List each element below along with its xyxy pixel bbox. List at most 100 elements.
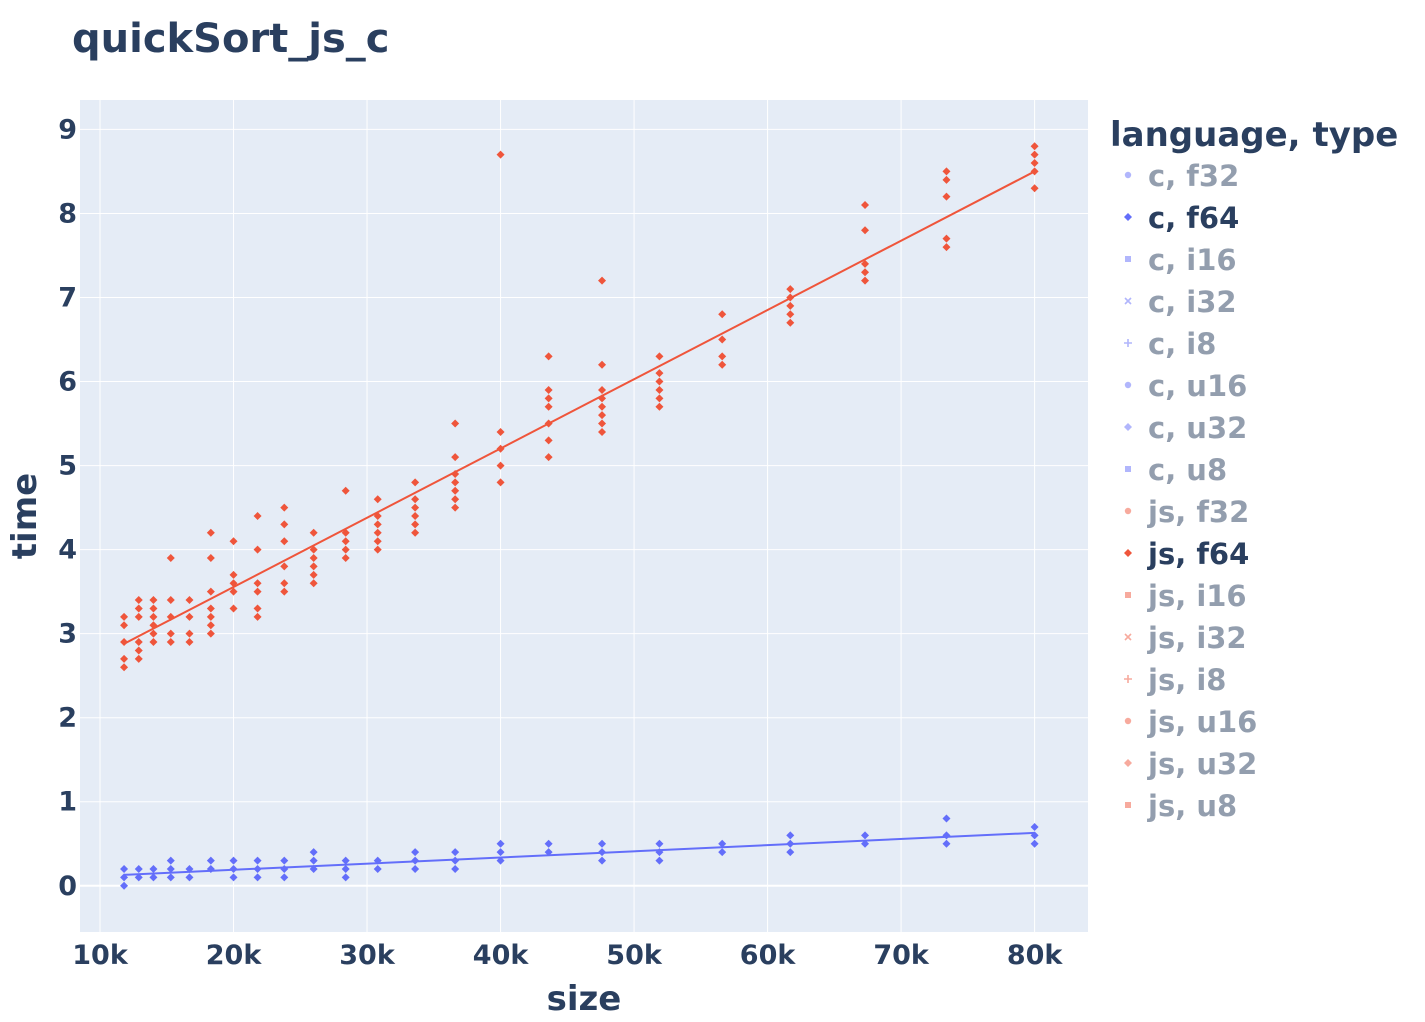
data-point [373,537,382,546]
data-point [149,629,158,638]
data-point [861,276,870,285]
data-point [411,503,420,512]
legend-marker [1124,675,1132,683]
data-point [341,864,350,873]
legend-item-label[interactable]: js, i32 [1147,621,1247,655]
legend-item-label[interactable]: c, i32 [1148,285,1237,319]
data-point [166,596,175,605]
data-point [1030,167,1039,176]
legend-item-label[interactable]: js, u32 [1147,747,1257,781]
data-point [166,554,175,563]
data-point [655,352,664,361]
data-point [373,495,382,504]
data-point [786,831,795,840]
data-point [341,873,350,882]
data-point [149,612,158,621]
data-point [861,226,870,235]
data-point [309,562,318,571]
legend-item-label[interactable]: js, i16 [1147,579,1247,613]
y-tick-label: 0 [58,871,77,902]
data-point [134,654,143,663]
data-point [451,864,460,873]
data-point [185,629,194,638]
legend-item-label[interactable]: js, i8 [1147,663,1226,697]
data-point [942,234,951,243]
data-point [411,495,420,504]
legend-item-label[interactable]: js, u8 [1147,789,1237,823]
data-point [341,537,350,546]
data-point [206,864,215,873]
data-point [451,486,460,495]
data-point [134,646,143,655]
data-point [149,864,158,873]
x-tick-label: 10k [72,940,129,971]
data-point [655,377,664,386]
data-point [451,469,460,478]
data-point [718,352,727,361]
data-point [309,554,318,563]
data-point [861,259,870,268]
trendline [124,831,1035,876]
data-point [134,873,143,882]
data-point [280,579,289,588]
data-point [786,318,795,327]
data-point [373,545,382,554]
data-point [1030,150,1039,159]
data-point [718,360,727,369]
data-point [134,612,143,621]
y-tick-label: 1 [58,787,77,818]
data-point [598,839,607,848]
data-point [229,587,238,596]
y-tick-label: 3 [58,619,77,650]
data-point [280,503,289,512]
data-point [309,864,318,873]
data-point [655,839,664,848]
gridlines [80,100,1088,932]
legend-item-label[interactable]: c, i16 [1148,243,1237,277]
data-point [786,848,795,857]
data-point [861,831,870,840]
legend-item-label[interactable]: js, f64 [1147,537,1249,571]
data-point [309,545,318,554]
data-point [309,848,318,857]
legend-item-label[interactable]: c, f64 [1148,201,1239,235]
legend-item-label[interactable]: js, u16 [1147,705,1257,739]
data-point [861,839,870,848]
data-point [598,419,607,428]
data-point [942,167,951,176]
data-point [253,545,262,554]
data-point [206,604,215,613]
legend-item-label[interactable]: c, f32 [1148,159,1239,193]
data-point [166,629,175,638]
legend-marker [1125,256,1131,262]
data-point [451,419,460,428]
legend-item-label[interactable]: js, f32 [1147,495,1249,529]
y-tick-label: 7 [58,282,77,313]
x-tick-label: 30k [339,940,396,971]
y-tick-label: 6 [58,367,77,398]
legend-item-label[interactable]: c, u16 [1148,369,1247,403]
data-point [206,856,215,865]
data-point [229,604,238,613]
legend-marker [1124,507,1132,515]
data-point [373,528,382,537]
legend-marker [1124,339,1132,347]
legend-item-label[interactable]: c, i8 [1148,327,1216,361]
legend-marker [1125,802,1131,808]
data-point [309,856,318,865]
legend-item-label[interactable]: c, u32 [1148,411,1247,445]
data-point [718,848,727,857]
x-tick-label: 80k [1007,940,1064,971]
data-point [280,873,289,882]
data-point [496,461,505,470]
data-point [496,856,505,865]
legend-item-label[interactable]: c, u8 [1148,453,1227,487]
data-point [1030,839,1039,848]
data-point [120,873,129,882]
data-point [942,192,951,201]
data-point [253,512,262,520]
data-point [598,411,607,420]
data-point [655,402,664,411]
data-point [942,839,951,848]
data-point [253,604,262,613]
